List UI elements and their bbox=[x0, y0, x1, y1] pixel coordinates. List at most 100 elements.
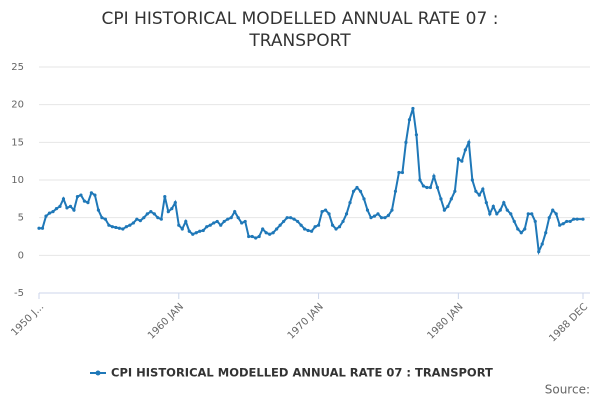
data-point bbox=[442, 208, 446, 212]
data-point bbox=[523, 227, 527, 231]
data-point bbox=[383, 216, 387, 220]
data-point bbox=[166, 210, 170, 214]
data-point bbox=[96, 208, 101, 212]
y-tick-label: 15 bbox=[11, 137, 24, 148]
data-point bbox=[212, 221, 216, 225]
legend-label: CPI HISTORICAL MODELLED ANNUAL RATE 07 :… bbox=[111, 366, 493, 380]
data-point bbox=[477, 193, 481, 197]
data-point bbox=[470, 178, 474, 182]
data-point bbox=[320, 210, 324, 214]
data-point bbox=[177, 223, 181, 227]
x-tick-label: 1988 DEC bbox=[547, 301, 590, 344]
data-point bbox=[65, 206, 69, 210]
data-point bbox=[439, 197, 443, 201]
data-point bbox=[505, 208, 509, 212]
data-point bbox=[229, 216, 233, 220]
data-point bbox=[292, 217, 296, 221]
data-point bbox=[243, 219, 247, 224]
data-point bbox=[135, 217, 139, 221]
data-point bbox=[369, 216, 373, 220]
data-point bbox=[386, 213, 391, 218]
y-tick-label: 20 bbox=[11, 100, 24, 111]
data-point bbox=[491, 204, 495, 208]
data-point bbox=[100, 216, 104, 220]
data-point bbox=[498, 208, 502, 212]
data-point bbox=[208, 223, 212, 227]
data-point bbox=[299, 223, 303, 227]
data-point bbox=[152, 212, 156, 216]
data-point bbox=[537, 249, 541, 254]
chart-title: CPI HISTORICAL MODELLED ANNUAL RATE 07 :… bbox=[101, 9, 499, 51]
data-point bbox=[191, 232, 195, 236]
data-point bbox=[432, 174, 436, 178]
data-point bbox=[215, 219, 219, 224]
data-point bbox=[421, 184, 426, 188]
data-point bbox=[289, 216, 293, 220]
data-point bbox=[547, 216, 551, 220]
data-point bbox=[449, 197, 453, 201]
data-point bbox=[271, 231, 275, 235]
data-point bbox=[201, 228, 205, 233]
data-point bbox=[554, 212, 558, 216]
data-point bbox=[68, 204, 73, 208]
data-point bbox=[365, 208, 370, 212]
data-point bbox=[79, 193, 83, 197]
data-point bbox=[397, 170, 401, 175]
data-point bbox=[184, 219, 188, 224]
data-point bbox=[568, 219, 572, 224]
data-point bbox=[240, 221, 244, 225]
data-point bbox=[495, 212, 499, 216]
data-point bbox=[163, 194, 167, 199]
legend-marker bbox=[95, 370, 101, 376]
data-point bbox=[551, 208, 555, 212]
data-point bbox=[390, 208, 394, 212]
data-point bbox=[107, 223, 111, 227]
data-point bbox=[337, 225, 342, 229]
data-point bbox=[474, 189, 478, 193]
data-point bbox=[393, 189, 398, 193]
data-point bbox=[309, 229, 314, 233]
data-point bbox=[254, 236, 258, 240]
source: Source: bbox=[545, 383, 590, 397]
data-point bbox=[51, 210, 55, 214]
data-point bbox=[481, 187, 485, 191]
data-point bbox=[313, 225, 317, 229]
data-point bbox=[502, 201, 506, 205]
data-point bbox=[275, 227, 279, 231]
data-point bbox=[463, 148, 467, 152]
data-point bbox=[268, 232, 272, 236]
data-point bbox=[558, 223, 562, 227]
x-tick-label: 1980 JAN bbox=[425, 301, 465, 341]
data-point bbox=[58, 204, 62, 208]
data-point bbox=[138, 219, 142, 223]
data-point bbox=[142, 216, 146, 220]
data-point bbox=[47, 211, 52, 215]
data-point bbox=[72, 208, 76, 212]
data-point bbox=[316, 223, 321, 227]
data-point bbox=[89, 191, 94, 195]
data-point bbox=[124, 225, 128, 229]
x-tick-label: 1970 JAN bbox=[286, 301, 326, 341]
x-tick-label: 1950 J... bbox=[9, 301, 46, 338]
data-point bbox=[236, 216, 240, 220]
data-point bbox=[86, 201, 90, 205]
data-point bbox=[75, 194, 80, 199]
data-point bbox=[530, 212, 534, 216]
data-point bbox=[572, 217, 576, 221]
data-point bbox=[411, 106, 415, 111]
data-point bbox=[180, 227, 184, 231]
data-point bbox=[372, 214, 377, 218]
data-point bbox=[418, 178, 422, 182]
data-point bbox=[456, 157, 460, 161]
data-point bbox=[446, 204, 450, 208]
data-point bbox=[435, 185, 439, 190]
data-point bbox=[37, 226, 41, 230]
data-point bbox=[453, 189, 457, 193]
data-point bbox=[145, 212, 149, 216]
data-point bbox=[379, 216, 384, 220]
data-point bbox=[512, 219, 516, 224]
data-point bbox=[540, 242, 544, 246]
data-point bbox=[110, 225, 114, 229]
data-point bbox=[222, 219, 226, 224]
